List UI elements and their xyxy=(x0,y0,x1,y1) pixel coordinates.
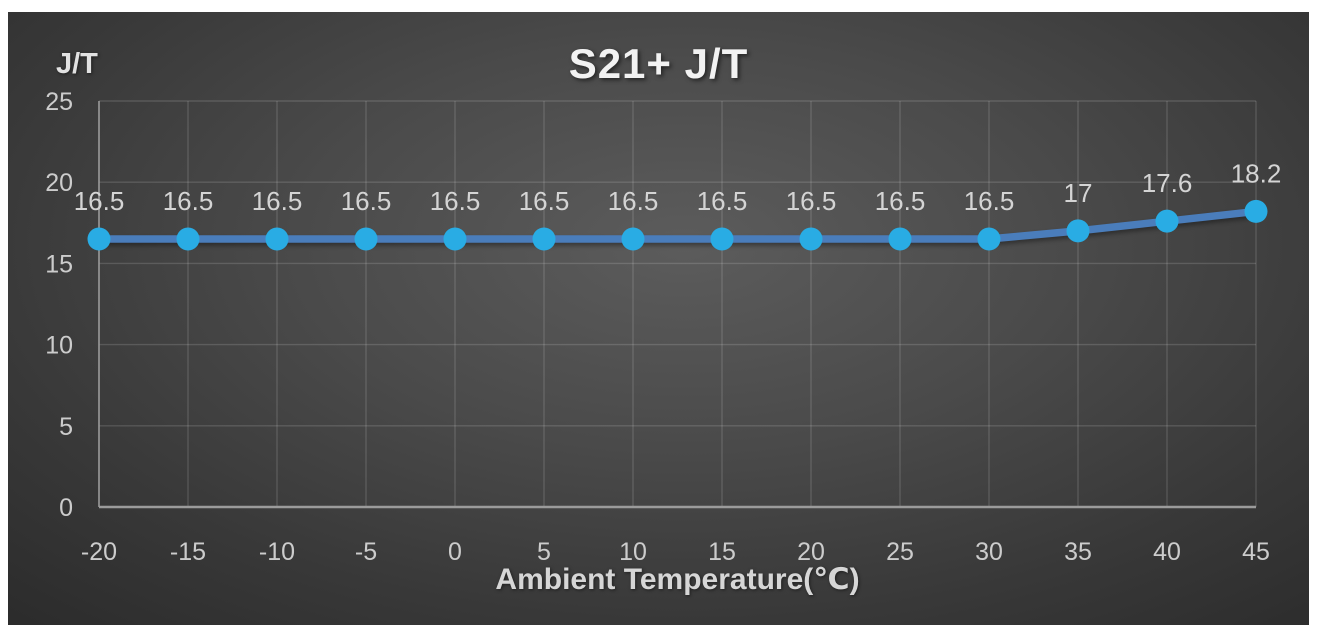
y-tick-label-20: 20 xyxy=(45,169,73,197)
x-tick-label--10: -10 xyxy=(259,538,295,566)
data-point-marker-15 xyxy=(710,227,734,251)
data-label-30: 16.5 xyxy=(964,186,1015,216)
data-point-marker--15 xyxy=(176,227,200,251)
series-line xyxy=(95,207,1260,243)
data-label-25: 16.5 xyxy=(875,186,926,216)
x-tick-label-5: 5 xyxy=(537,538,551,566)
plot-area: 0 5 10 15 20 25 -20 -15 -10 -5 0 5 10 15 20 25 30 35 40 45 1… xyxy=(45,88,1282,566)
data-label--10: 16.5 xyxy=(252,186,303,216)
data-label-20: 16.5 xyxy=(786,186,837,216)
x-axis-title: Ambient Temperature(℃) xyxy=(495,563,860,596)
y-tick-label-5: 5 xyxy=(59,413,73,441)
x-tick-label--5: -5 xyxy=(355,538,377,566)
x-tick-label-40: 40 xyxy=(1153,538,1181,566)
x-tick-label-45: 45 xyxy=(1242,538,1270,566)
data-label--20: 16.5 xyxy=(74,186,125,216)
y-tick-label-15: 15 xyxy=(45,250,73,278)
x-tick-label-0: 0 xyxy=(448,538,462,566)
data-point-marker--5 xyxy=(354,227,378,251)
data-label-10: 16.5 xyxy=(608,186,659,216)
data-point-marker-35 xyxy=(1066,219,1090,243)
x-tick-label-20: 20 xyxy=(797,538,825,566)
data-point-marker-40 xyxy=(1155,209,1179,233)
x-tick-label-30: 30 xyxy=(975,538,1003,566)
chart-title: S21+ J/T xyxy=(568,40,749,87)
data-point-marker-5 xyxy=(532,227,556,251)
x-tick-label--15: -15 xyxy=(170,538,206,566)
x-tick-label-35: 35 xyxy=(1064,538,1092,566)
data-point-marker-20 xyxy=(799,227,823,251)
x-tick-label-10: 10 xyxy=(619,538,647,566)
data-point-marker-30 xyxy=(977,227,1001,251)
x-tick-label-15: 15 xyxy=(708,538,736,566)
data-label-5: 16.5 xyxy=(519,186,570,216)
data-point-marker--10 xyxy=(265,227,289,251)
data-point-marker-0 xyxy=(443,227,467,251)
data-label-15: 16.5 xyxy=(697,186,748,216)
data-label-40: 17.6 xyxy=(1142,168,1193,198)
data-point-marker--20 xyxy=(87,227,111,251)
data-point-marker-45 xyxy=(1244,199,1268,223)
data-label-0: 16.5 xyxy=(430,186,481,216)
chart-background: J/T S21+ J/T 0 5 10 15 20 25 -20 -15 -10 -5 0 5 10 15… xyxy=(8,12,1309,625)
data-label--5: 16.5 xyxy=(341,186,392,216)
data-label-45: 18.2 xyxy=(1231,158,1282,188)
x-tick-label-25: 25 xyxy=(886,538,914,566)
y-axis-title: J/T xyxy=(56,48,98,80)
y-tick-label-25: 25 xyxy=(45,88,73,116)
data-label-35: 17 xyxy=(1064,178,1093,208)
data-label--15: 16.5 xyxy=(163,186,214,216)
data-point-marker-25 xyxy=(888,227,912,251)
y-tick-label-10: 10 xyxy=(45,332,73,360)
x-tick-label--20: -20 xyxy=(81,538,117,566)
data-point-marker-10 xyxy=(621,227,645,251)
y-tick-label-0: 0 xyxy=(59,494,73,522)
